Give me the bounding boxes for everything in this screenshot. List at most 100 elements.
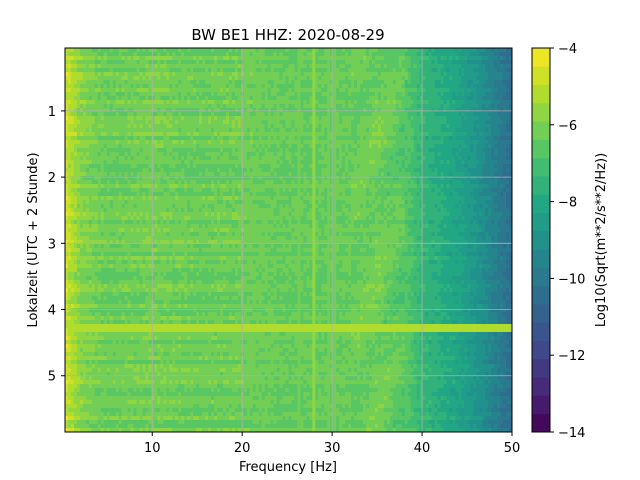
- heatmap-cell: [246, 88, 251, 93]
- heatmap-cell: [82, 168, 87, 173]
- heatmap-cell: [169, 172, 173, 177]
- heatmap-cell: [336, 48, 340, 53]
- heatmap-cell: [65, 168, 69, 173]
- heatmap-cell: [482, 156, 486, 161]
- heatmap-cell: [324, 112, 328, 117]
- heatmap-cell: [389, 128, 394, 133]
- heatmap-cell: [136, 48, 140, 53]
- heatmap-cell: [324, 160, 328, 165]
- heatmap-cell: [276, 100, 280, 105]
- heatmap-cell: [443, 88, 447, 93]
- heatmap-cell: [491, 156, 495, 161]
- heatmap-cell: [509, 84, 513, 89]
- heatmap-cell: [109, 124, 114, 129]
- heatmap-cell: [100, 48, 105, 53]
- heatmap-cell: [234, 64, 239, 69]
- heatmap-cell: [437, 52, 441, 57]
- heatmap-cell: [473, 136, 477, 141]
- heatmap-cell: [318, 56, 322, 61]
- heatmap-cell: [470, 164, 474, 169]
- heatmap-cell: [377, 132, 382, 137]
- heatmap-cell: [428, 68, 432, 73]
- heatmap-cell: [345, 88, 349, 93]
- heatmap-cell: [479, 64, 483, 69]
- heatmap-cell: [139, 168, 143, 173]
- heatmap-cell: [467, 108, 471, 113]
- heatmap-cell: [345, 112, 349, 117]
- heatmap-cell: [282, 108, 286, 113]
- heatmap-cell: [157, 84, 161, 89]
- heatmap-cell: [497, 80, 501, 85]
- heatmap-cell: [109, 68, 114, 73]
- heatmap-cell: [288, 160, 292, 165]
- heatmap-cell: [434, 76, 438, 81]
- heatmap-cell: [73, 88, 78, 93]
- heatmap-cell: [306, 52, 310, 57]
- heatmap-cell: [404, 144, 409, 149]
- heatmap-cell: [363, 76, 367, 81]
- heatmap-cell: [82, 68, 87, 73]
- heatmap-cell: [324, 140, 328, 145]
- heatmap-cell: [506, 176, 510, 181]
- heatmap-cell: [410, 76, 415, 81]
- heatmap-cell: [234, 144, 239, 149]
- heatmap-cell: [100, 156, 105, 161]
- heatmap-cell: [121, 64, 125, 69]
- heatmap-cell: [401, 116, 406, 121]
- heatmap-cell: [398, 56, 403, 61]
- heatmap-cell: [315, 136, 319, 141]
- heatmap-cell: [300, 172, 304, 177]
- heatmap-cell: [416, 84, 421, 89]
- heatmap-cell: [318, 96, 322, 101]
- heatmap-cell: [252, 128, 257, 133]
- heatmap-cell: [133, 164, 137, 169]
- heatmap-cell: [491, 136, 495, 141]
- heatmap-cell: [270, 140, 274, 145]
- heatmap-cell: [449, 120, 453, 125]
- heatmap-cell: [497, 60, 501, 65]
- heatmap-cell: [368, 160, 373, 165]
- heatmap-cell: [216, 96, 221, 101]
- heatmap-cell: [425, 160, 429, 165]
- heatmap-cell: [479, 80, 483, 85]
- heatmap-cell: [416, 156, 421, 161]
- heatmap-cell: [398, 152, 403, 157]
- heatmap-cell: [166, 124, 170, 129]
- heatmap-cell: [157, 76, 161, 81]
- heatmap-cell: [205, 76, 209, 81]
- heatmap-cell: [461, 128, 465, 133]
- heatmap-cell: [82, 80, 87, 85]
- heatmap-cell: [169, 112, 173, 117]
- heatmap-cell: [497, 148, 501, 153]
- heatmap-cell: [246, 116, 251, 121]
- heatmap-cell: [294, 160, 298, 165]
- heatmap-cell: [231, 168, 236, 173]
- heatmap-cell: [252, 64, 257, 69]
- heatmap-cell: [118, 96, 123, 101]
- heatmap-cell: [440, 76, 444, 81]
- heatmap-cell: [509, 80, 513, 85]
- heatmap-cell: [348, 112, 352, 117]
- heatmap-cell: [76, 180, 81, 185]
- heatmap-cell: [228, 144, 233, 149]
- heatmap-cell: [506, 48, 510, 53]
- heatmap-cell: [94, 88, 99, 93]
- heatmap-cell: [285, 60, 289, 65]
- heatmap-cell: [103, 80, 108, 85]
- heatmap-cell: [360, 156, 364, 161]
- heatmap-cell: [121, 76, 125, 81]
- heatmap-cell: [273, 156, 277, 161]
- heatmap-cell: [434, 92, 438, 97]
- heatmap-cell: [473, 112, 477, 117]
- heatmap-cell: [306, 92, 310, 97]
- heatmap-cell: [398, 176, 403, 181]
- heatmap-cell: [234, 96, 239, 101]
- heatmap-cell: [440, 144, 444, 149]
- heatmap-cell: [503, 124, 507, 129]
- heatmap-cell: [386, 104, 391, 109]
- heatmap-cell: [91, 132, 96, 137]
- heatmap-cell: [315, 156, 319, 161]
- heatmap-cell: [476, 140, 480, 145]
- heatmap-cell: [446, 168, 450, 173]
- heatmap-cell: [65, 48, 69, 53]
